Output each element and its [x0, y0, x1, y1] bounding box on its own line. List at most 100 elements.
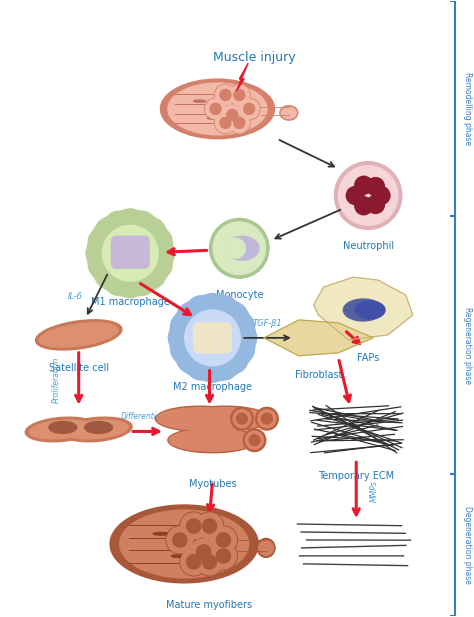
Circle shape [231, 407, 253, 430]
Ellipse shape [110, 505, 258, 583]
Text: M2 macrophage: M2 macrophage [173, 382, 252, 392]
Circle shape [210, 527, 237, 553]
Circle shape [210, 218, 269, 278]
FancyBboxPatch shape [111, 236, 149, 268]
Circle shape [216, 113, 235, 133]
Ellipse shape [61, 417, 132, 442]
Circle shape [234, 89, 245, 101]
Circle shape [228, 112, 250, 134]
Circle shape [167, 527, 193, 553]
Ellipse shape [65, 420, 128, 439]
Circle shape [258, 410, 276, 428]
Ellipse shape [194, 100, 206, 102]
Ellipse shape [120, 510, 248, 578]
Circle shape [220, 117, 231, 128]
Ellipse shape [257, 539, 275, 557]
Circle shape [196, 512, 223, 540]
Circle shape [180, 512, 208, 540]
Circle shape [210, 542, 237, 570]
Circle shape [210, 543, 237, 569]
Circle shape [173, 533, 187, 547]
Polygon shape [237, 63, 248, 91]
Circle shape [215, 112, 236, 134]
Circle shape [239, 99, 259, 119]
Ellipse shape [171, 555, 184, 557]
Circle shape [102, 225, 158, 281]
Circle shape [229, 85, 249, 105]
Circle shape [366, 196, 384, 213]
Circle shape [244, 104, 255, 114]
Polygon shape [264, 320, 373, 356]
Text: Myotubes: Myotubes [189, 479, 237, 489]
Circle shape [335, 162, 402, 230]
Circle shape [210, 526, 237, 554]
Circle shape [181, 549, 207, 575]
Circle shape [190, 538, 218, 566]
Ellipse shape [36, 320, 122, 350]
Ellipse shape [85, 421, 112, 433]
Ellipse shape [168, 83, 267, 135]
Circle shape [187, 555, 201, 569]
Ellipse shape [181, 406, 270, 431]
Text: Regeneration phase: Regeneration phase [463, 307, 472, 384]
Circle shape [372, 186, 390, 204]
Circle shape [187, 519, 201, 533]
Circle shape [226, 238, 245, 259]
Polygon shape [86, 209, 174, 297]
Ellipse shape [182, 408, 268, 430]
Text: Differentiation: Differentiation [120, 413, 176, 421]
Circle shape [197, 549, 222, 575]
Text: MMPs: MMPs [370, 480, 379, 502]
Text: Fibroblast: Fibroblast [295, 370, 342, 379]
Text: Remodelling phase: Remodelling phase [463, 72, 472, 146]
Ellipse shape [280, 106, 298, 120]
Circle shape [243, 429, 266, 452]
Circle shape [346, 186, 364, 204]
Text: IL-6: IL-6 [68, 292, 82, 300]
Circle shape [220, 89, 231, 101]
Circle shape [222, 105, 242, 125]
Circle shape [355, 197, 373, 215]
Ellipse shape [169, 429, 256, 451]
Circle shape [181, 513, 207, 539]
Circle shape [227, 109, 238, 120]
Ellipse shape [208, 117, 218, 119]
Text: Degeneration phase: Degeneration phase [463, 506, 472, 584]
Circle shape [238, 98, 260, 120]
Ellipse shape [161, 79, 274, 139]
Ellipse shape [153, 532, 169, 535]
Circle shape [222, 104, 243, 126]
Text: Monocyte: Monocyte [216, 290, 263, 300]
Ellipse shape [226, 236, 259, 260]
Text: M1 macrophage: M1 macrophage [91, 297, 170, 307]
Text: Neutrophil: Neutrophil [343, 241, 394, 251]
Text: FAPs: FAPs [357, 353, 379, 363]
Circle shape [202, 555, 217, 569]
Ellipse shape [157, 408, 243, 430]
Circle shape [229, 113, 249, 133]
Ellipse shape [168, 428, 257, 453]
Circle shape [366, 178, 384, 196]
Circle shape [210, 104, 221, 114]
Circle shape [206, 99, 226, 119]
Polygon shape [314, 277, 413, 340]
Text: Muscle injury: Muscle injury [213, 51, 295, 64]
Circle shape [213, 222, 265, 275]
Circle shape [196, 548, 223, 576]
Circle shape [215, 84, 236, 106]
Text: Mature myofibers: Mature myofibers [166, 600, 253, 610]
Circle shape [216, 533, 230, 547]
Circle shape [205, 98, 226, 120]
Ellipse shape [29, 420, 92, 439]
Circle shape [166, 526, 194, 554]
Circle shape [191, 539, 217, 565]
Text: TGF-β1: TGF-β1 [252, 319, 282, 328]
Text: Temporary ECM: Temporary ECM [318, 471, 394, 481]
Circle shape [234, 117, 245, 128]
Circle shape [249, 435, 260, 445]
Text: Proliferation: Proliferation [52, 357, 61, 403]
Circle shape [197, 545, 210, 559]
Ellipse shape [39, 323, 118, 347]
Text: Satellite cell: Satellite cell [49, 363, 109, 373]
Circle shape [355, 176, 373, 194]
